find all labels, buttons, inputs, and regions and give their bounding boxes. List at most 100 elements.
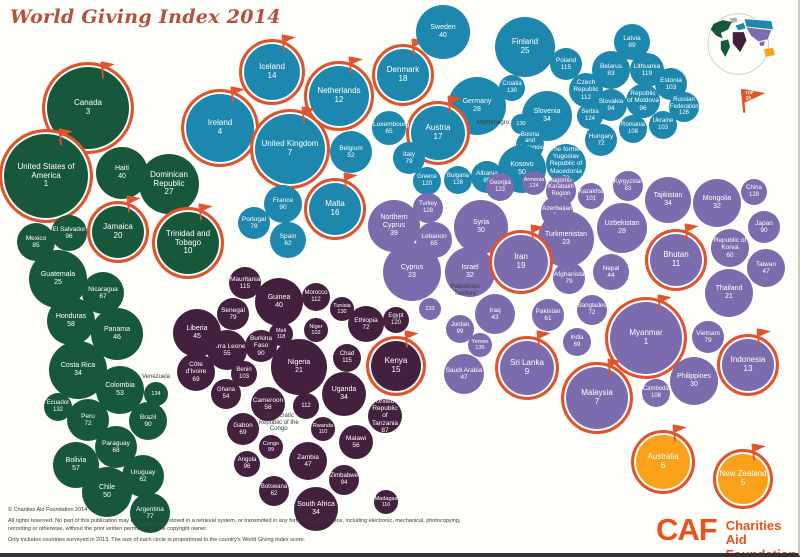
bubble-label: 133: [425, 305, 435, 312]
bubble-country-name: Taiwan: [755, 260, 777, 268]
bubble-label: Cameroon 58: [252, 397, 284, 412]
bubble-label: Georgia 123: [487, 180, 513, 193]
bubble-country-name: Israel: [461, 264, 479, 272]
bubble-taiwan: Taiwan 47: [747, 249, 785, 287]
bubble-label: Tunisia 130: [331, 303, 354, 315]
bubble-label: Japan 90: [749, 220, 779, 235]
bubble-rank: 3: [85, 107, 91, 116]
bubble-label: 112: [301, 402, 311, 409]
bubble-niger: Niger 102: [304, 318, 328, 342]
bubble-label: Iran 19: [494, 252, 549, 271]
bubble-country-name: Costa Rica: [60, 362, 96, 370]
bubble-bhutan: Bhutan 11: [645, 223, 707, 291]
bubble-country-name: Romania: [620, 122, 645, 129]
svg-text:20: 20: [745, 95, 751, 102]
bubble-rank: 90: [257, 349, 265, 357]
bubble-rank: 120: [421, 181, 432, 187]
bubble-country-name: Saudi Arabia: [445, 366, 483, 374]
bubble-country-name: Australia: [647, 452, 679, 462]
bubble-label: Sierra Leone 55: [208, 343, 246, 358]
bubble-country-name: Austria: [425, 123, 451, 133]
bubble-rank: 17: [433, 132, 443, 141]
bubble-label: United Kingdom 7: [255, 139, 325, 158]
bubble-label: Bolivia 57: [54, 457, 97, 473]
bubble-country-name: Yemen: [471, 338, 489, 345]
bubble-egypt: Egypt 120: [383, 307, 409, 333]
bubble-rank: 96: [243, 464, 251, 470]
bubble-kyrgyzstan: Kyrgyzstan 83: [613, 171, 644, 201]
bubble-country-name: Guinea: [267, 294, 291, 302]
bubble-rank: 40: [118, 173, 126, 180]
top20-flag-icon: [124, 192, 144, 214]
bubble-country-name: Jamaica: [103, 222, 133, 232]
bubble-label: Greece 120: [414, 174, 440, 187]
bubble-country-name: Zimbabwe: [330, 473, 358, 480]
bubble-country-name: Kenya: [384, 356, 408, 366]
bubble-label: Luxembourg 65: [373, 121, 409, 136]
bubble-label: Syria 30: [456, 219, 507, 235]
bubble-rank: 10: [183, 246, 193, 256]
bubble-republic-of-korea: Republic of Korea 60: [711, 229, 749, 267]
bubble-country-name: Nagorno-Karabakh Region: [548, 177, 574, 197]
bubble-rank: 28: [473, 106, 481, 113]
bubble-country-name: Republic of Korea: [713, 237, 747, 252]
bubble-country-name: Kosovo: [510, 161, 534, 169]
bubble-label: Rwanda 110: [312, 423, 335, 435]
bubble-label: Cambodia 108: [643, 386, 670, 399]
top20-flag-icon: [682, 220, 702, 242]
bubble-rank: 1: [43, 179, 49, 189]
bubble-rank: 101: [585, 196, 596, 202]
bubble-tajikistan: Tajikistan 34: [645, 177, 691, 223]
bubble-country-name: Mongolia: [702, 195, 732, 203]
bubble-country-name: Thailand: [715, 285, 743, 293]
bubble-label: Italy 79: [394, 151, 424, 166]
bubble-country-name-outside: Palestinian Territory: [450, 283, 480, 297]
bubble-country-name: Bolivia: [65, 457, 87, 465]
bubble-country-name: Argentina: [136, 505, 164, 513]
bubble-rank: 6: [660, 461, 666, 470]
bubble-country-name: Angola: [237, 457, 257, 464]
bubble-rank: 69: [239, 429, 247, 436]
bubble-rank: 25: [54, 279, 62, 286]
bubble-rank: 5: [740, 478, 746, 487]
bubble-chile: Chile 50: [82, 467, 132, 517]
bubble-rank: 130: [506, 88, 517, 94]
bubble-brazil: Brazil 90: [129, 402, 167, 440]
bubble-rank: 96: [639, 104, 647, 112]
bubble-country-name: South Africa: [297, 501, 335, 509]
bubble-rank: 47: [460, 374, 468, 381]
bubble-country-name: Honduras: [55, 313, 87, 321]
bubble-country-name: Spain: [279, 232, 297, 240]
bubble-country-name: Burkina Faso: [249, 335, 273, 350]
bubble-country-name: Belgium: [339, 144, 363, 152]
bubble-label: Brazil 90: [130, 414, 166, 429]
bubble-country-name: El Salvador: [52, 225, 86, 233]
bubble-country-name: Iraq: [489, 306, 501, 314]
bubble-label: Lebanon 65: [417, 233, 451, 248]
bubble-label: Colombia 53: [97, 382, 142, 398]
bubble-rank: 7: [594, 397, 600, 406]
bubble-label: Afghanistan 79: [554, 271, 588, 286]
bubble-rank: 94: [607, 105, 615, 112]
bubble-zimbabwe: Zimbabwe 94: [329, 465, 359, 495]
bubble-country-name: Mexico: [25, 234, 47, 242]
bubble-country-name: Uganda: [331, 386, 357, 394]
bubble-label: Nicaragua 67: [83, 286, 122, 301]
bubble-country-name: Myanmar: [629, 328, 663, 338]
top20-flag-icon: [56, 125, 76, 147]
bubble-label: Ghana 54: [212, 387, 240, 400]
bubble-rank: 44: [607, 272, 615, 279]
bubble-label: Uganda 34: [323, 386, 364, 402]
bubble-label: Liberia 45: [174, 325, 219, 341]
bubble-malawi: Malawi 56: [339, 425, 373, 459]
bubble-hungary: Hungary 72: [585, 124, 617, 156]
bubble-label: Kosovo 50: [499, 161, 544, 177]
bubble-country-name: Peru: [81, 412, 95, 420]
bubble-slovenia: Slovenia 34: [522, 91, 572, 141]
page-title: World Giving Index 2014: [10, 6, 281, 28]
bubble-label: Zimbabwe 94: [330, 473, 358, 486]
bubble-country-name: Latvia: [623, 34, 641, 42]
world-minimap-icon: [707, 13, 775, 75]
bubble-country-name: Nepal: [602, 264, 620, 272]
bubble-rank: 60: [726, 251, 734, 259]
